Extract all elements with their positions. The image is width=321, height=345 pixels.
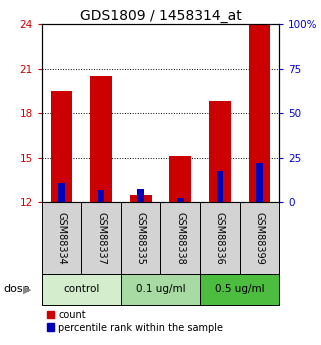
Bar (256, 164, 263, 202)
Bar (121, 202, 160, 274)
Bar (248, 24, 270, 202)
Text: 0.1 ug/ml: 0.1 ug/ml (136, 285, 185, 295)
Bar (177, 198, 184, 202)
Bar (217, 171, 223, 202)
Bar (137, 189, 144, 202)
Text: GSM88334: GSM88334 (56, 212, 66, 265)
Bar (58, 183, 65, 202)
Text: GSM88335: GSM88335 (136, 211, 146, 265)
Text: control: control (63, 285, 100, 295)
Text: 0.5 ug/ml: 0.5 ug/ml (215, 285, 265, 295)
Bar (98, 190, 104, 202)
Bar (121, 274, 200, 305)
Bar (130, 195, 152, 202)
Bar (240, 202, 279, 274)
Text: GSM88337: GSM88337 (96, 211, 106, 265)
Bar (200, 274, 279, 305)
Bar (42, 202, 81, 274)
Text: GSM88399: GSM88399 (255, 212, 265, 265)
Bar (200, 202, 240, 274)
Title: GDS1809 / 1458314_at: GDS1809 / 1458314_at (80, 9, 241, 23)
Bar (169, 156, 191, 202)
Bar (51, 91, 73, 202)
Bar (160, 202, 200, 274)
Text: GSM88338: GSM88338 (175, 212, 185, 265)
Bar (90, 76, 112, 202)
Bar (209, 101, 231, 202)
Bar (81, 202, 121, 274)
Text: ▶: ▶ (23, 285, 32, 295)
Legend: count, percentile rank within the sample: count, percentile rank within the sample (47, 309, 223, 333)
Text: GSM88336: GSM88336 (215, 212, 225, 265)
Bar (42, 274, 121, 305)
Text: dose: dose (3, 285, 30, 295)
